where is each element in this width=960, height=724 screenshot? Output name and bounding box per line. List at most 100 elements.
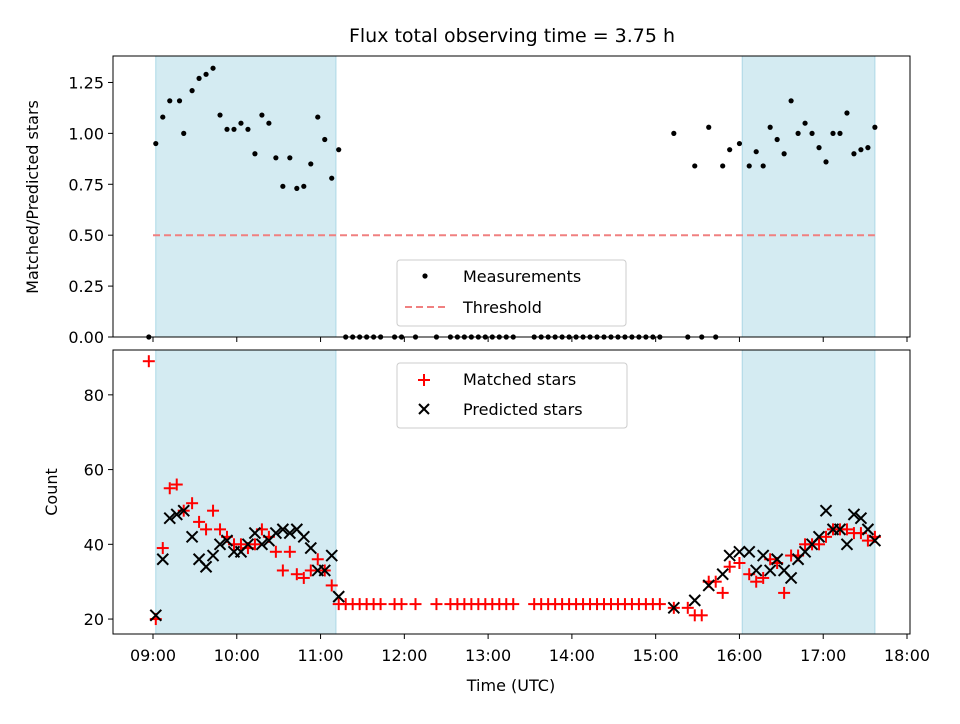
measurement-point [830,130,836,136]
predicted-star-point [784,571,798,585]
matched-star-point [283,545,296,558]
measurement-point [252,151,258,157]
measurement-point [816,145,822,151]
measurement-point [858,147,864,153]
measurement-point [322,136,328,143]
measurement-point [217,112,223,118]
predicted-star-point [756,549,770,562]
top-y-tick-label: 0.75 [68,175,104,194]
measurement-point [692,163,698,169]
matched-star-point [840,523,853,536]
measurement-point [809,130,815,136]
matched-star-point [163,482,176,495]
measurement-point [823,159,829,165]
measurement-point [329,175,335,181]
bottom-plot-frame [112,349,911,635]
predicted-star-point [688,594,701,607]
matched-star-point [409,598,422,611]
x-tick-label: 18:00 [884,646,930,665]
matched-star-point [234,538,247,551]
predicted-star-point [763,564,777,577]
measurement-point [160,114,166,120]
top-shaded-interval [741,55,876,338]
matched-star-point [861,534,874,547]
predicted-star-point [170,508,183,521]
measurement-point [767,124,773,130]
matched-star-point [297,571,310,584]
matched-star-point [374,598,387,611]
measurement-point [210,65,216,71]
measurement-point [760,163,766,169]
measurement-point [266,120,272,126]
measurement-point [167,98,173,104]
x-tick-label: 12:00 [381,646,427,665]
bottom-shaded-interval [741,349,876,635]
matched-star-point [290,568,303,581]
matched-star-point [695,609,708,622]
predicted-star-point [255,538,269,551]
measurement-point [189,88,195,94]
predicted-star-point [667,601,681,615]
chart-title: Flux total observing time = 3.75 h [349,25,675,47]
matched-star-point [653,598,666,611]
x-tick-label: 10:00 [214,646,260,665]
matched-star-point [186,497,199,510]
top-y-tick-label: 0.50 [68,226,104,245]
measurement-point [788,98,794,104]
matched-star-point [813,538,826,551]
predicted-star-point [241,538,255,551]
x-tick-label: 15:00 [633,646,679,665]
matched-star-point [716,586,729,599]
top-y-tick-label: 1.00 [68,124,104,143]
predicted-star-point [840,538,854,551]
measurement-point [294,185,300,191]
measurement-point [837,130,843,136]
x-tick-label: 16:00 [716,646,762,665]
measurement-point [301,183,307,189]
measurements-legend-marker [422,273,428,279]
measurement-point [287,155,293,161]
predicted-star-point [163,511,176,525]
top-y-tick-label: 1.25 [68,73,104,92]
measurement-point [865,145,871,151]
measurement-point [245,126,251,132]
predicted-star-point [149,609,162,622]
predicted-star-point [304,541,317,555]
predicted-star-point [220,534,234,547]
measurement-point [781,151,787,157]
matched-star-point [430,598,443,611]
predicted-star-point [702,579,715,592]
matched-star-point [276,564,289,577]
measurement-point [736,140,743,147]
predicted-star-point [213,538,227,551]
matched-star-point [207,504,220,517]
predicted-star-point [812,530,826,544]
bottom-shaded-interval [155,349,337,635]
predicted-star-point [716,568,729,581]
matched-star-point [193,515,206,528]
bottom-y-tick-label: 20 [84,610,104,629]
matched-star-point [269,545,282,558]
predicted-star-point [861,523,875,536]
measurement-point [308,161,314,167]
legend-threshold-label: Threshold [462,298,542,317]
matched-star-point [200,523,213,536]
matched-star-point [170,478,183,491]
predicted-star-point [723,549,736,562]
predicted-star-point [743,545,756,558]
matched-star-point [395,598,408,611]
measurement-point [203,71,209,77]
predicted-star-point [206,549,220,562]
bottom-y-tick-label: 80 [84,386,104,405]
measurement-point [802,120,808,126]
predicted-star-point [177,504,190,517]
matched-star-point [733,557,746,569]
measurement-point [336,147,342,153]
measurement-point [774,136,780,143]
measurement-point [706,124,712,130]
measurement-point [795,130,801,136]
bottom-y-tick-label: 40 [84,535,104,554]
matched-star-point [325,579,338,592]
predicted-star-point [283,526,297,540]
